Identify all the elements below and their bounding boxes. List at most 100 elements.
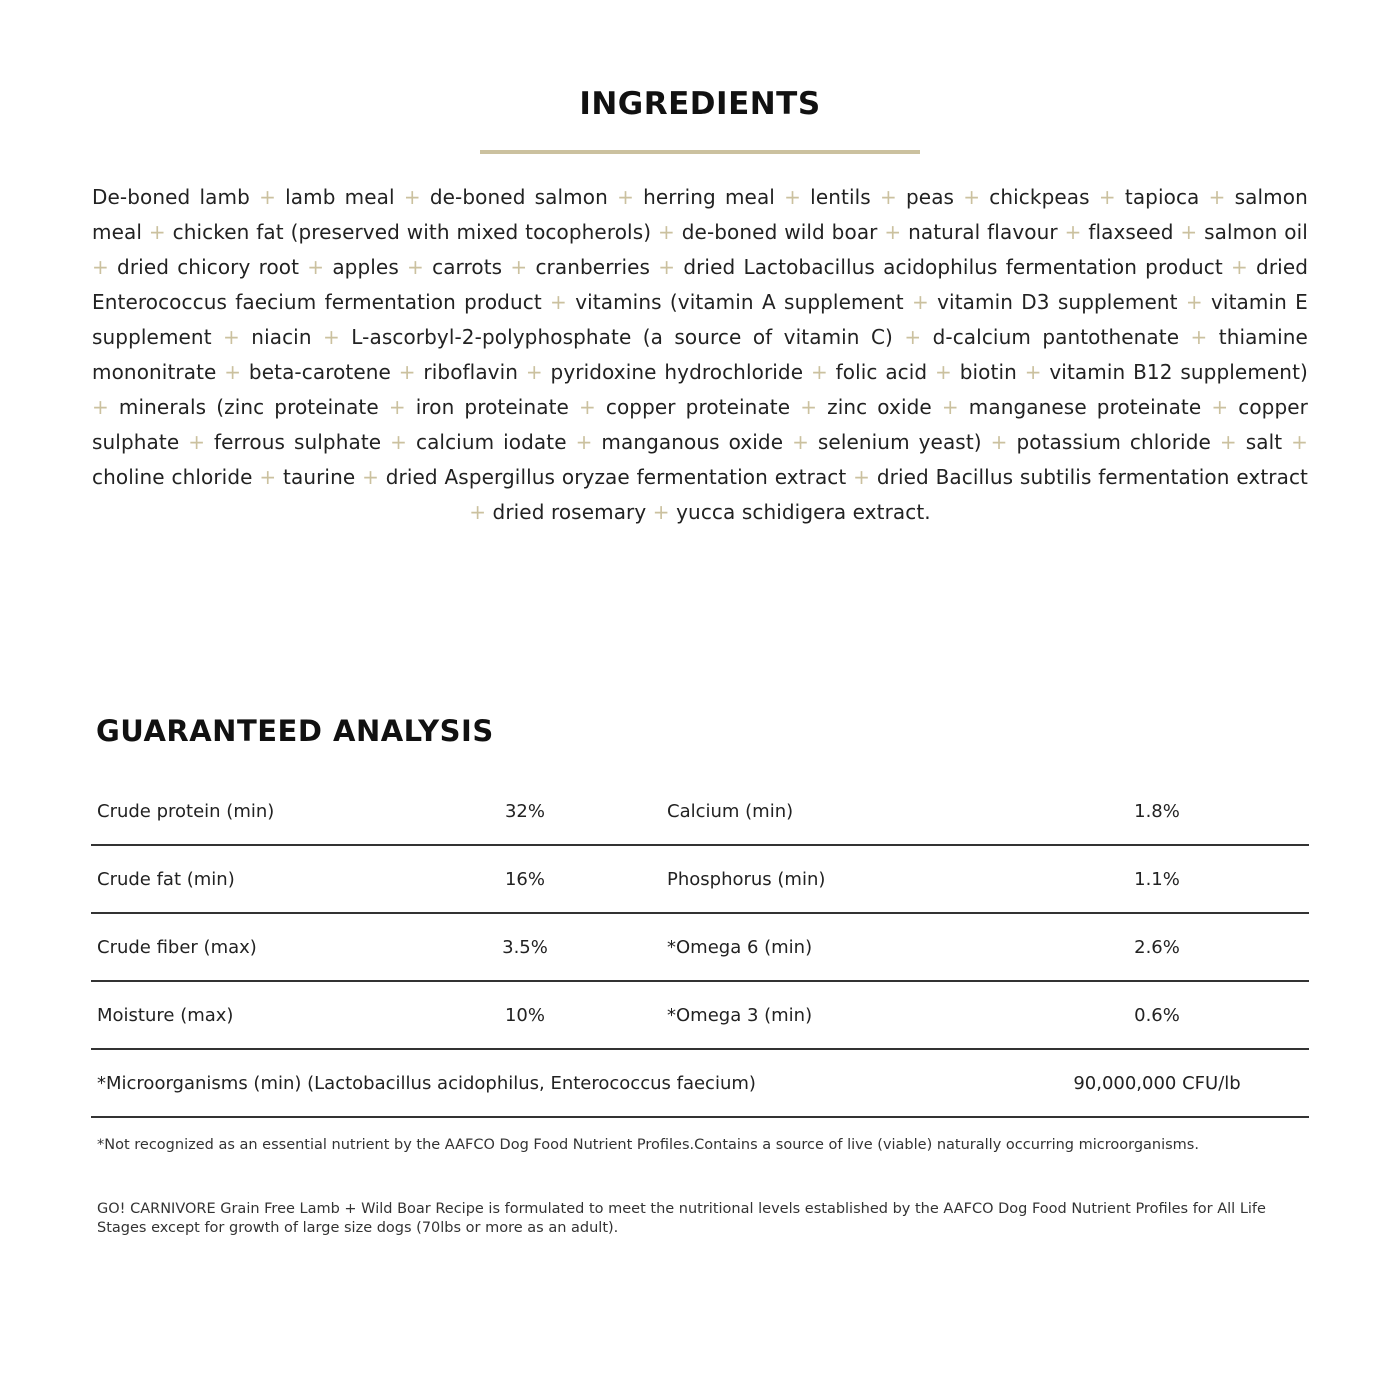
table-row: Crude fat (min) 16% Phosphorus (min) 1.1… [91,846,1309,914]
ingredient-item: salt [1245,430,1283,454]
ingredient-item: de-boned salmon [429,185,608,209]
ingredient-item: herring meal [643,185,775,209]
ingredient-item: pyridoxine hydrochloride [550,360,804,384]
ingredient-item: salmon oil [1204,220,1308,244]
plus-separator: + [1291,430,1308,454]
plus-separator: + [658,255,676,279]
plus-separator: + [1180,220,1198,244]
nutrient-label: Calcium (min) [667,801,794,822]
ingredient-item: folic acid [835,360,928,384]
plus-separator: + [652,500,670,524]
table-row: Crude protein (min) 32% Calcium (min) 1.… [91,778,1309,846]
ingredient-item: dried Bacillus subtilis fermentation ext… [876,465,1308,489]
ingredient-item: dried Lactobacillus acidophilus fermenta… [683,255,1223,279]
nutrient-label: *Omega 3 (min) [667,1005,813,1026]
ingredient-item: biotin [959,360,1017,384]
plus-separator: + [307,255,325,279]
ingredient-item: vitamin D3 supplement [937,290,1178,314]
ingredient-item: chickpeas [989,185,1090,209]
plus-separator: + [884,220,902,244]
nutrient-label: Crude fiber (max) [97,937,257,958]
nutrient-value: 2.6% [1134,937,1180,958]
plus-separator: + [92,255,109,279]
plus-separator: + [911,290,929,314]
nutrient-value: 1.8% [1134,801,1180,822]
ingredient-item: yucca schidigera extract. [676,500,931,524]
ingredient-item: manganous oxide [601,430,784,454]
ingredient-item: tapioca [1124,185,1200,209]
ingredient-item: d-calcium pantothenate [932,325,1180,349]
plus-separator: + [617,185,634,209]
analysis-table: Crude protein (min) 32% Calcium (min) 1.… [91,778,1309,1118]
ingredient-item: vitamin E supplement [92,290,1308,349]
plus-separator: + [963,185,981,209]
plus-separator: + [935,360,952,384]
plus-separator: + [148,220,166,244]
ingredient-item: De-boned lamb [92,185,250,209]
ingredient-item: vitamin B12 supplement) [1049,360,1308,384]
plus-separator: + [853,465,871,489]
nutrient-value: 0.6% [1134,1005,1180,1026]
plus-separator: + [1219,430,1237,454]
ingredient-item: chicken fat (preserved with mixed tocoph… [172,220,652,244]
ingredient-item: natural flavour [908,220,1058,244]
plus-separator: + [578,395,596,419]
plus-separator: + [784,185,801,209]
plus-separator: + [259,465,277,489]
plus-separator: + [223,325,240,349]
ingredient-item: beta-carotene [248,360,391,384]
plus-separator: + [575,430,593,454]
ingredient-item: calcium iodate [415,430,567,454]
ingredient-item: dried Enterococcus faecium fermentation … [92,255,1309,314]
ingredient-item: dried chicory root [117,255,300,279]
plus-separator: + [362,465,379,489]
aafco-statement: GO! CARNIVORE Grain Free Lamb + Wild Boa… [97,1201,1266,1236]
plus-separator: + [792,430,809,454]
nutrient-label: Crude fat (min) [97,869,235,890]
ingredient-item: vitamins (vitamin A supplement [575,290,904,314]
nutrient-label: Crude protein (min) [97,801,275,822]
plus-separator: + [1208,185,1226,209]
ingredient-item: carrots [432,255,503,279]
ingredient-item: choline chloride [92,465,253,489]
ingredient-item: L-ascorbyl-2-polyphosphate (a source of … [351,325,893,349]
ingredient-item: taurine [283,465,356,489]
table-row: *Microorganisms (min) (Lactobacillus aci… [91,1050,1309,1118]
ingredient-item: selenium yeast) [817,430,982,454]
nutrient-label: Phosphorus (min) [667,869,826,890]
plus-separator: + [188,430,206,454]
ingredient-item: minerals (zinc proteinate [118,395,379,419]
nutrient-value: 16% [504,869,545,890]
plus-separator: + [658,220,675,244]
ingredient-item: thiamine mononitrate [92,325,1308,384]
plus-separator: + [92,395,109,419]
plus-separator: + [1211,395,1229,419]
ingredient-item: iron proteinate [415,395,569,419]
plus-separator: + [1098,185,1116,209]
nutrient-label: Moisture (max) [97,1005,234,1026]
plus-separator: + [800,395,818,419]
plus-separator: + [810,360,828,384]
plus-separator: + [904,325,922,349]
plus-separator: + [1064,220,1082,244]
ingredient-item: copper proteinate [605,395,791,419]
plus-separator: + [525,360,543,384]
nutrient-value: 1.1% [1134,869,1180,890]
ingredient-item: lamb meal [285,185,395,209]
ingredient-item: dried Aspergillus oryzae fermentation ex… [385,465,847,489]
ingredient-item: potassium chloride [1016,430,1211,454]
plus-separator: + [1190,325,1208,349]
ingredients-title: INGREDIENTS [579,86,821,122]
plus-separator: + [510,255,528,279]
ingredient-item: ferrous sulphate [214,430,382,454]
ingredient-item: niacin [251,325,312,349]
ingredient-item: salmon meal [92,185,1308,244]
ingredient-item: de-boned wild boar [681,220,878,244]
ingredient-item: dried rosemary [492,500,647,524]
nutrient-value: 3.5% [502,937,548,958]
title-underline [480,150,920,154]
ingredient-item: lentils [810,185,871,209]
plus-separator: + [1024,360,1042,384]
ingredient-item: zinc oxide [827,395,932,419]
ingredients-list: De-boned lamb + lamb meal + de-boned sal… [92,180,1308,530]
